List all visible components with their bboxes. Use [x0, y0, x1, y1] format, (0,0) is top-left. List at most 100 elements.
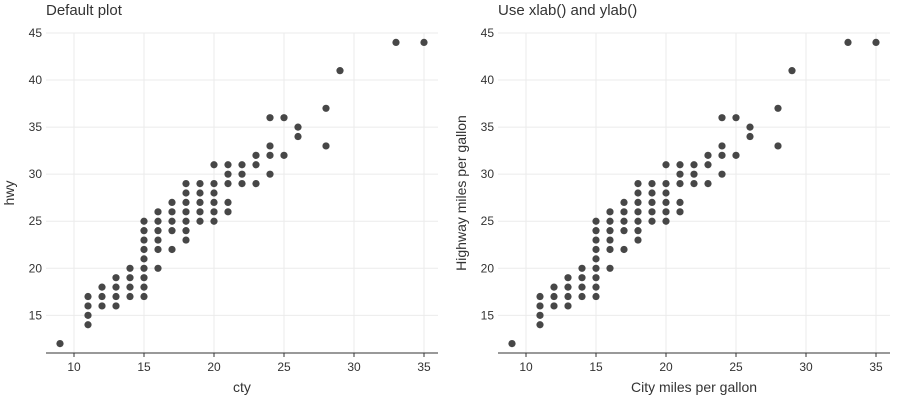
data-point — [266, 151, 274, 159]
data-point — [718, 142, 726, 150]
data-point — [718, 114, 726, 122]
data-point — [606, 217, 614, 225]
data-point — [140, 227, 148, 235]
data-point — [98, 292, 106, 301]
data-point — [718, 151, 726, 159]
y-tick-label: 35 — [481, 120, 495, 134]
data-point — [266, 170, 274, 178]
data-point — [690, 179, 698, 188]
data-point — [648, 208, 656, 216]
data-point — [620, 198, 628, 207]
data-point — [592, 283, 600, 291]
data-point — [196, 179, 204, 188]
data-point — [872, 38, 880, 47]
data-point — [634, 227, 642, 235]
data-point — [662, 198, 670, 207]
data-point — [634, 208, 642, 216]
y-tick-label: 20 — [29, 261, 43, 275]
data-point — [578, 264, 586, 272]
data-point — [578, 274, 586, 282]
data-point — [196, 208, 204, 216]
data-point — [676, 170, 684, 178]
data-point — [238, 170, 246, 178]
data-point — [168, 217, 176, 225]
data-point — [112, 302, 120, 310]
x-tick-label: 30 — [799, 360, 813, 374]
data-point — [704, 151, 712, 159]
data-point — [564, 274, 572, 282]
data-point — [224, 198, 232, 207]
data-point — [196, 217, 204, 225]
x-axis-label: City miles per gallon — [631, 379, 757, 395]
data-point — [294, 123, 302, 131]
data-point — [224, 161, 232, 169]
data-point — [336, 67, 344, 75]
x-tick-label: 15 — [589, 360, 603, 374]
data-point — [210, 198, 218, 207]
data-point — [592, 217, 600, 225]
data-point — [238, 161, 246, 169]
data-point — [168, 208, 176, 216]
data-point — [620, 245, 628, 254]
y-tick-label: 20 — [481, 261, 495, 275]
data-point — [126, 292, 134, 301]
data-point — [550, 302, 558, 310]
data-point — [746, 132, 754, 141]
data-point — [168, 227, 176, 235]
data-point — [140, 255, 148, 263]
data-point — [182, 236, 190, 244]
data-point — [746, 123, 754, 131]
data-point — [704, 161, 712, 169]
data-point — [84, 311, 92, 319]
data-point — [252, 179, 260, 188]
data-point — [732, 151, 740, 159]
data-point — [648, 179, 656, 188]
data-point — [550, 292, 558, 301]
data-point — [774, 104, 782, 112]
data-point — [634, 179, 642, 188]
data-point — [154, 236, 162, 244]
data-point — [662, 161, 670, 169]
y-tick-label: 30 — [29, 167, 43, 181]
data-point — [196, 198, 204, 207]
x-tick-label: 35 — [869, 360, 883, 374]
data-point — [592, 264, 600, 272]
x-tick-label: 25 — [729, 360, 743, 374]
data-point — [196, 189, 204, 197]
data-point — [126, 274, 134, 282]
data-point — [592, 292, 600, 301]
data-point — [56, 339, 64, 348]
x-tick-label: 20 — [659, 360, 673, 374]
x-tick-label: 35 — [417, 360, 431, 374]
data-point — [620, 208, 628, 216]
data-point — [844, 38, 852, 47]
data-point — [224, 208, 232, 216]
chart-title: Use xlab() and ylab() — [498, 2, 637, 19]
data-point — [564, 302, 572, 310]
y-tick-label: 40 — [29, 73, 43, 87]
data-point — [634, 198, 642, 207]
data-point — [182, 179, 190, 188]
data-point — [704, 179, 712, 188]
data-point — [392, 38, 400, 47]
data-point — [420, 38, 428, 47]
data-point — [676, 179, 684, 188]
data-point — [662, 217, 670, 225]
data-point — [210, 179, 218, 188]
data-point — [536, 302, 544, 310]
data-point — [676, 198, 684, 207]
data-point — [210, 189, 218, 197]
data-point — [84, 302, 92, 310]
data-point — [578, 283, 586, 291]
y-tick-label: 45 — [29, 26, 43, 40]
data-point — [606, 208, 614, 216]
x-tick-label: 25 — [277, 360, 291, 374]
data-point — [154, 245, 162, 254]
data-point — [662, 208, 670, 216]
data-point — [690, 161, 698, 169]
data-point — [252, 151, 260, 159]
data-point — [648, 217, 656, 225]
data-point — [592, 245, 600, 254]
data-point — [210, 161, 218, 169]
